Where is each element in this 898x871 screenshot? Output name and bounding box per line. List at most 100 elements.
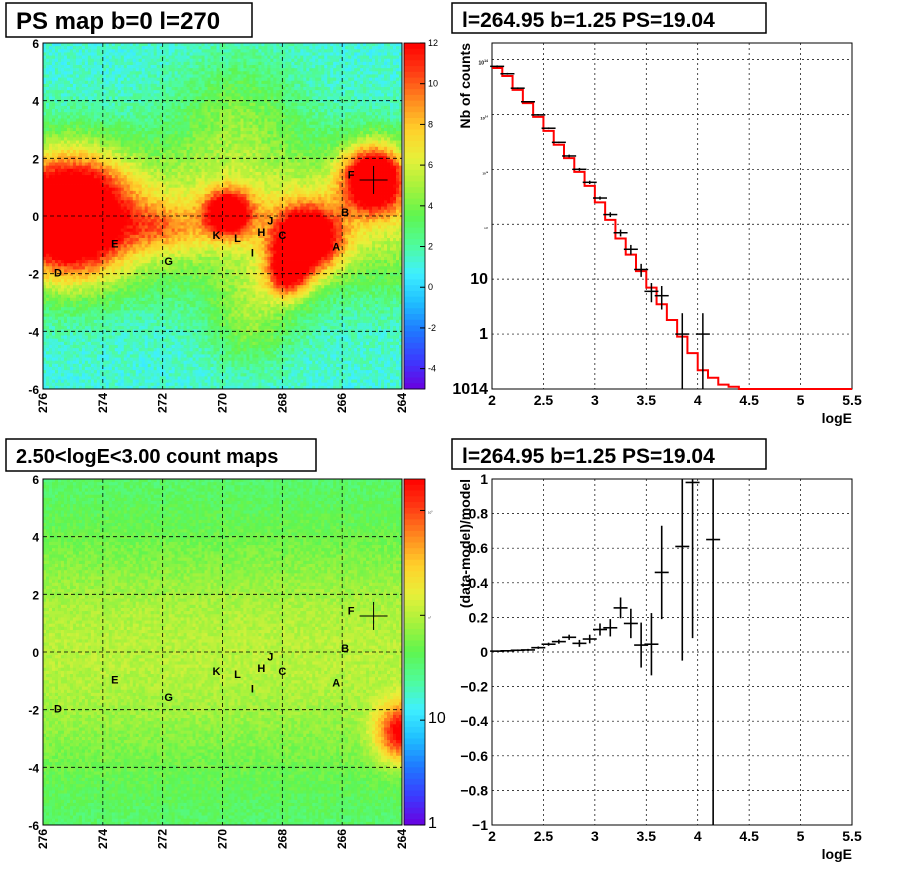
heat-cell [205, 134, 208, 138]
heat-cell [76, 68, 79, 72]
heat-cell [133, 169, 136, 173]
heat-cell [136, 81, 139, 85]
heat-cell [363, 153, 366, 157]
heat-cell [139, 84, 142, 88]
heat-cell [396, 43, 399, 47]
heat-cell [205, 115, 208, 119]
heat-cell [264, 125, 267, 129]
heat-cell [124, 87, 127, 91]
heat-cell [228, 166, 231, 170]
heat-cell [255, 65, 258, 69]
heat-cell [187, 43, 190, 47]
heat-cell [214, 115, 217, 119]
heat-cell [223, 159, 226, 163]
heat-cell [252, 141, 255, 145]
heat-cell [106, 59, 109, 63]
heat-cell [103, 90, 106, 94]
heat-cell [85, 131, 88, 135]
heat-cell [85, 147, 88, 151]
heat-cell [393, 46, 396, 50]
heat-cell [351, 141, 354, 145]
heat-cell [127, 131, 130, 135]
heat-cell [270, 96, 273, 100]
heat-cell [387, 100, 390, 104]
heat-cell [205, 74, 208, 78]
heat-cell [130, 112, 133, 116]
heat-cell [288, 144, 291, 148]
heat-cell [252, 147, 255, 151]
heat-cell [234, 122, 237, 126]
heat-cell [324, 109, 327, 113]
heat-cell [121, 87, 124, 91]
heat-cell [199, 59, 202, 63]
heat-cell [384, 90, 387, 94]
heat-cell [297, 128, 300, 132]
heat-cell [378, 90, 381, 94]
heat-cell [154, 112, 157, 116]
heat-cell [46, 172, 49, 176]
heat-cell [208, 137, 211, 141]
heat-cell [300, 134, 303, 138]
heat-cell [318, 128, 321, 132]
heat-cell [49, 125, 52, 129]
heat-cell [390, 156, 393, 160]
heat-cell [261, 169, 264, 173]
heat-cell [384, 103, 387, 107]
heat-cell [61, 103, 64, 107]
heat-cell [225, 43, 228, 47]
heat-cell [43, 103, 46, 107]
heat-cell [231, 74, 234, 78]
heat-cell [97, 137, 100, 141]
heat-cell [82, 103, 85, 107]
heat-cell [393, 103, 396, 107]
heat-cell [169, 96, 172, 100]
heat-cell [342, 125, 345, 129]
heat-cell [363, 68, 366, 72]
heat-cell [145, 46, 148, 50]
heat-cell [118, 159, 121, 163]
heat-cell [175, 59, 178, 63]
heat-cell [103, 103, 106, 107]
heat-cell [387, 122, 390, 126]
heat-cell [130, 65, 133, 69]
heat-cell [306, 65, 309, 69]
heat-cell [315, 100, 318, 104]
heat-cell [312, 125, 315, 129]
heat-cell [46, 68, 49, 72]
heat-cell [166, 166, 169, 170]
heat-cell [285, 78, 288, 82]
heat-cell [67, 59, 70, 63]
heat-cell [202, 65, 205, 69]
heat-cell [208, 96, 211, 100]
heat-cell [333, 62, 336, 66]
heat-cell [369, 59, 372, 63]
heat-cell [318, 62, 321, 66]
heat-cell [327, 166, 330, 170]
heat-cell [333, 100, 336, 104]
heat-cell [124, 153, 127, 157]
heat-cell [64, 134, 67, 138]
heat-cell [342, 78, 345, 82]
heat-cell [255, 144, 258, 148]
heat-cell [228, 43, 231, 47]
heat-cell [234, 100, 237, 104]
heat-cell [252, 100, 255, 104]
heat-cell [97, 153, 100, 157]
heat-cell [321, 78, 324, 82]
heat-cell [199, 96, 202, 100]
heat-cell [106, 137, 109, 141]
heat-cell [225, 52, 228, 56]
heat-cell [225, 100, 228, 104]
heat-cell [142, 106, 145, 110]
heat-cell [267, 122, 270, 126]
heat-cell [372, 78, 375, 82]
heat-cell [199, 46, 202, 50]
heat-cell [127, 68, 130, 72]
heat-cell [387, 166, 390, 170]
heat-cell [336, 87, 339, 91]
heat-cell [88, 59, 91, 63]
heat-cell [345, 115, 348, 119]
heat-cell [267, 90, 270, 94]
heat-cell [306, 43, 309, 47]
heat-cell [396, 118, 399, 122]
